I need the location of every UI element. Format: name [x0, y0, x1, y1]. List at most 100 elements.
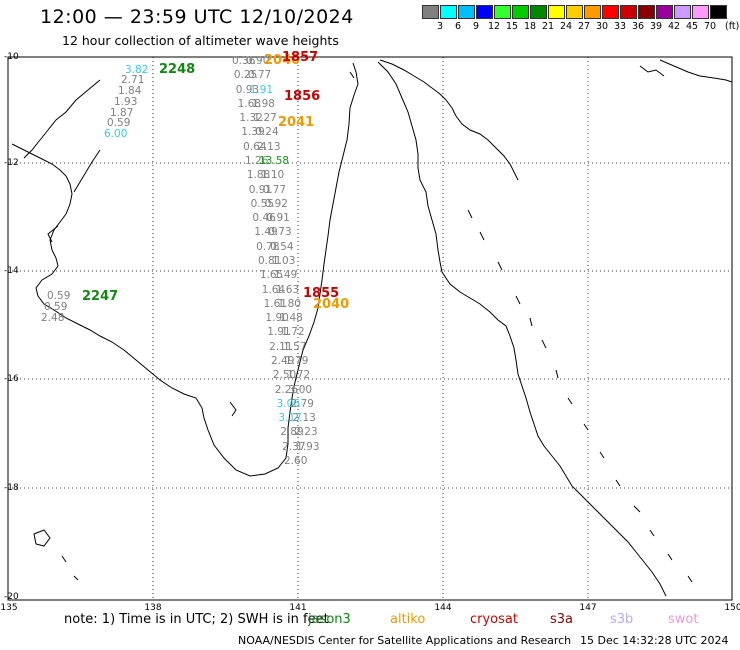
wave-value: 1.87	[110, 107, 134, 119]
colorbar-tick-label: 3	[436, 21, 444, 32]
wave-value: 0.90	[246, 55, 270, 67]
wave-value: 3.00	[288, 383, 313, 396]
wave-value: 1.93	[114, 96, 138, 108]
wave-value: 2.89	[280, 426, 304, 439]
wave-value: 0.46	[252, 212, 276, 225]
wave-value: 2.13	[292, 412, 316, 425]
wave-value: 2.60	[284, 455, 308, 467]
colorbar-tick-label: 70	[703, 21, 717, 32]
pass-time-label: 1857	[282, 50, 319, 65]
colorbar-swatch	[620, 5, 637, 19]
wave-value: 0.64	[243, 140, 267, 153]
wave-value: 1.61	[263, 297, 287, 310]
colorbar-tick-label: 12	[487, 21, 501, 32]
wave-value: 2.79	[290, 397, 314, 410]
pass-time-label: 2040	[264, 53, 301, 68]
colorbar-swatch	[530, 5, 547, 19]
wave-value: 6.00	[104, 128, 128, 140]
wave-value: 0.91	[266, 212, 290, 225]
wave-value: 0.91	[248, 183, 273, 196]
wave-value: 2.11	[269, 340, 293, 353]
wave-value: 2.48	[41, 312, 65, 324]
lat-label: -16	[4, 374, 19, 384]
colorbar-swatch	[710, 5, 727, 19]
map-title: 12:00 — 23:59 UTC 12/10/2024	[40, 6, 354, 28]
coast-arnhem	[23, 79, 101, 159]
wave-value: 1.72	[281, 326, 305, 339]
colorbar-tick-label: 21	[541, 21, 555, 32]
colorbar-swatch	[512, 5, 529, 19]
wave-value: 2.50	[272, 369, 297, 382]
coast-new-guinea	[379, 59, 519, 181]
wave-value: 1.32	[239, 112, 263, 125]
legend-jason3: jason3	[308, 612, 351, 627]
colorbar-swatch	[548, 5, 565, 19]
wave-value: 2.26	[274, 383, 299, 396]
colorbar-tick-label: 36	[631, 21, 645, 32]
coast-cape-york	[11, 62, 359, 477]
pass-time-label: 2040	[313, 297, 350, 312]
graticule	[8, 57, 732, 600]
colorbar-swatch	[584, 5, 601, 19]
legend-altiko: altiko	[390, 612, 426, 627]
wave-value: 1.10	[260, 169, 285, 182]
wave-value: 0.24	[255, 126, 279, 139]
lat-label: -12	[4, 158, 19, 168]
colorbar-tick-label: 24	[559, 21, 573, 32]
wave-value: 3.17	[278, 412, 302, 425]
pass-time-label: 1856	[284, 89, 321, 104]
wave-value: 2.13	[257, 140, 281, 153]
colorbar-swatch	[440, 5, 457, 19]
wave-value: 3.82	[125, 64, 149, 76]
wave-value: 1.65	[259, 269, 284, 282]
wave-value: 0.54	[270, 240, 294, 253]
wave-value: 2.49	[271, 355, 295, 367]
pass-time-label: 2247	[82, 289, 119, 304]
pass-time-label: 1855	[303, 286, 340, 301]
lon-label: 138	[144, 603, 162, 613]
wave-value: 1.03	[272, 255, 296, 267]
wave-value: 1.91	[249, 83, 274, 96]
colorbar-tick-label: 42	[667, 21, 681, 32]
colorbar-unit-label: (ft)	[725, 21, 740, 32]
wave-value: 2.71	[121, 74, 145, 86]
wave-value: 1.98	[251, 97, 275, 110]
lat-label: -10	[4, 52, 19, 62]
wave-value: 0.92	[264, 197, 288, 210]
wave-value: 1.39	[241, 126, 265, 139]
colorbar-tick-label: 30	[595, 21, 609, 32]
wave-value: 1.26	[245, 155, 269, 167]
wave-value: 0.59	[44, 301, 68, 313]
coast-queensland	[377, 61, 667, 597]
legend-swot: swot	[668, 612, 699, 627]
wave-value: 13.58	[259, 155, 290, 167]
colorbar-tick-label: 39	[649, 21, 663, 32]
generated-timestamp: 15 Dec 14:32:28 UTC 2024	[580, 634, 729, 647]
wave-value: 2.37	[282, 440, 306, 453]
wave-value: 3.06	[276, 397, 300, 410]
wave-value: 1.91	[267, 326, 291, 339]
legend-s3a: s3a	[550, 612, 574, 627]
lon-label: 150	[724, 603, 740, 613]
wave-value: 1.27	[253, 112, 277, 125]
wave-value: 1.64	[261, 283, 286, 296]
credit-text: NOAA/NESDIS Center for Satellite Applica…	[238, 634, 572, 647]
wave-value: 1.49	[254, 226, 278, 239]
lon-label: 135	[0, 603, 18, 613]
wave-value: 0.59	[107, 117, 131, 129]
wave-value: 0.78	[256, 240, 280, 253]
wave-value: 0.77	[247, 69, 272, 82]
colorbar-swatch	[566, 5, 583, 19]
lon-label: 147	[579, 603, 597, 613]
wave-value: 1.80	[277, 297, 301, 310]
coastline	[11, 59, 733, 597]
wave-value: 1.48	[279, 312, 303, 325]
colorbar-tick-label: 15	[505, 21, 519, 32]
wave-value: 2.23	[294, 426, 318, 439]
lat-label: -20	[4, 592, 19, 602]
colorbar-swatch	[494, 5, 511, 19]
colorbar-tick-label: 6	[454, 21, 462, 32]
lat-label: -14	[4, 266, 19, 276]
wave-value: 1.63	[275, 283, 300, 296]
